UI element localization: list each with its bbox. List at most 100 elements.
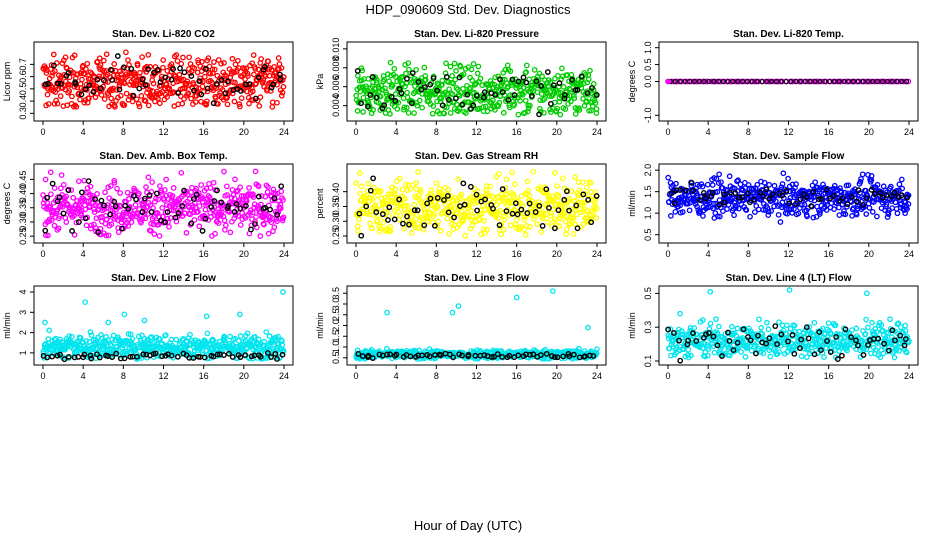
data-point (411, 110, 417, 116)
reference-point (526, 200, 533, 207)
data-point (898, 176, 905, 183)
data-point (97, 62, 104, 68)
reference-point (174, 353, 181, 360)
x-tick-label: 0 (665, 249, 670, 259)
reference-point (255, 74, 262, 81)
data-point (878, 322, 885, 328)
data-point (756, 316, 762, 323)
data-point (261, 338, 268, 345)
outlier-point (549, 288, 556, 294)
reference-point (225, 203, 232, 209)
x-tick-label: 4 (81, 249, 86, 259)
data-point (699, 183, 706, 190)
data-point (704, 181, 711, 188)
reference-point (57, 351, 64, 358)
reference-point (826, 79, 832, 84)
data-point (478, 210, 485, 217)
x-tick-label: 4 (394, 371, 399, 381)
reference-point (668, 190, 675, 196)
data-point (570, 230, 577, 237)
data-point (887, 316, 893, 323)
data-point (776, 349, 783, 355)
data-point (203, 98, 210, 105)
reference-point (404, 213, 410, 220)
data-point (221, 168, 227, 175)
data-point (403, 70, 409, 77)
y-axis-label: degrees C (2, 182, 12, 224)
data-point (858, 176, 864, 182)
data-point (229, 55, 236, 62)
reference-point (257, 353, 264, 360)
points-layer (353, 59, 600, 118)
data-point (482, 206, 489, 213)
data-point (498, 231, 504, 238)
reference-point (580, 191, 587, 198)
data-point (187, 331, 193, 338)
reference-point (590, 353, 597, 359)
data-point (131, 69, 138, 76)
data-point (399, 186, 406, 193)
data-point (152, 98, 158, 105)
reference-point (877, 190, 884, 196)
reference-point (120, 64, 127, 71)
reference-point (586, 352, 593, 359)
reference-point (555, 207, 562, 214)
data-point (499, 76, 506, 83)
data-point (495, 215, 502, 222)
data-point (493, 201, 500, 208)
data-point (123, 90, 130, 97)
data-point (526, 192, 533, 199)
data-point (490, 97, 496, 104)
data-point (249, 60, 256, 67)
reference-point (447, 351, 453, 358)
data-point (56, 339, 63, 345)
reference-point (191, 87, 197, 94)
data-point (195, 208, 201, 215)
reference-point (431, 222, 438, 229)
y-tick-label: 1 (18, 350, 28, 355)
data-point (401, 195, 408, 202)
data-point (133, 96, 140, 103)
data-point (58, 172, 65, 178)
data-point (199, 58, 205, 65)
data-point (221, 336, 228, 343)
data-point (231, 98, 238, 105)
reference-point (550, 82, 557, 89)
data-point (863, 211, 870, 217)
data-point (96, 55, 103, 62)
data-point (760, 350, 767, 357)
reference-point (79, 189, 85, 196)
reference-point (242, 352, 249, 359)
x-tick-label: 16 (199, 249, 209, 259)
reference-point (687, 79, 693, 84)
data-point (133, 350, 139, 357)
x-tick-label: 24 (904, 127, 914, 137)
data-point (717, 346, 724, 353)
data-point (76, 203, 83, 209)
panel-title: Stan. Dev. Li-820 Pressure (414, 29, 539, 40)
data-point (192, 99, 199, 105)
data-point (128, 219, 135, 226)
data-point (798, 353, 805, 360)
data-point (562, 106, 569, 113)
data-point (771, 182, 778, 189)
x-tick-label: 12 (783, 249, 793, 259)
reference-point (139, 76, 146, 83)
data-point (231, 195, 238, 202)
data-point (356, 170, 363, 177)
reference-point (503, 208, 510, 214)
data-point (817, 209, 823, 215)
data-point (509, 169, 515, 176)
reference-point (490, 205, 496, 212)
data-point (555, 201, 562, 208)
data-point (104, 202, 111, 208)
reference-point (116, 86, 123, 93)
reference-point (370, 175, 377, 182)
reference-point (831, 192, 837, 199)
data-point (500, 226, 507, 233)
data-point (80, 62, 86, 69)
reference-point (802, 79, 808, 84)
reference-point (672, 79, 678, 84)
reference-point (745, 79, 751, 84)
data-point (905, 201, 912, 207)
